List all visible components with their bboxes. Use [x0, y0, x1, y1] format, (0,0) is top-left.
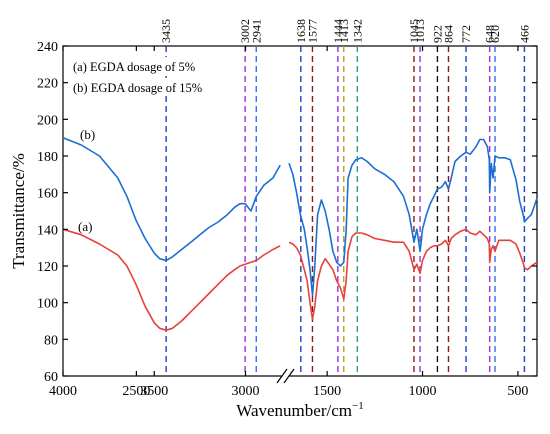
y-tick-label-80: 80: [44, 333, 58, 348]
series-b-line-2: [288, 138, 538, 297]
series-a-line-1: [62, 228, 281, 331]
x-tick-label-4000: 4000: [49, 384, 77, 399]
axis-break-gap: [282, 368, 289, 384]
peak-label-3002: 3002: [238, 19, 252, 43]
curve-labels: (b) (a): [78, 127, 95, 234]
y-tick-label-140: 140: [37, 223, 58, 238]
peak-label-648: 648: [483, 25, 497, 43]
peak-label-772: 772: [459, 25, 473, 43]
x-tick-label-3000: 3000: [232, 384, 260, 399]
series-b-line-1: [62, 136, 281, 262]
x-axis: 4000 3500 3000 2500 1500 1000 500: [49, 46, 528, 399]
y-tick-label-200: 200: [37, 113, 58, 128]
peak-label-1577: 1577: [305, 19, 319, 43]
peak-label-3435: 3435: [159, 19, 173, 43]
legend-entry-1: (a) EGDA dosage of 5%: [73, 60, 195, 74]
peak-label-1045: 1045: [407, 19, 421, 43]
y-tick-label-240: 240: [37, 40, 58, 55]
curve-label-b: (b): [80, 127, 95, 142]
y-axis-title: Transmittance/%: [9, 153, 28, 269]
y-tick-label-100: 100: [37, 297, 58, 312]
y-tick-label-60: 60: [44, 370, 58, 385]
peak-label-2941: 2941: [249, 19, 263, 43]
peak-label-864: 864: [441, 25, 455, 43]
y-tick-label-180: 180: [37, 150, 58, 165]
y-axis: 60 80 100 120 140 160 180 200 220 240: [37, 40, 537, 385]
peak-label-922: 922: [430, 25, 444, 43]
legend: (a) EGDA dosage of 5% (b) EGDA dosage of …: [70, 57, 242, 95]
plot-frame: [62, 45, 538, 377]
x-tick-label-2500: 2500: [122, 384, 150, 399]
peak-label-1342: 1342: [350, 19, 364, 43]
peak-label-620: 620: [488, 25, 502, 43]
x-tick-label-1000: 1000: [409, 384, 437, 399]
axis-break: [276, 368, 295, 384]
curve-label-a: (a): [78, 219, 92, 234]
x-tick-label-500: 500: [507, 384, 528, 399]
axis-break-mark-1: [276, 368, 288, 384]
x-tick-label-3500: 3500: [140, 384, 168, 399]
y-tick-label-220: 220: [37, 77, 58, 92]
axis-break-mark-2: [283, 368, 295, 384]
x-axis-title: Wavenumber/cm−1: [236, 400, 363, 420]
y-tick-label-120: 120: [37, 260, 58, 275]
series-a-line-2: [288, 228, 538, 320]
peak-label-466: 466: [517, 25, 531, 43]
curves: [62, 136, 538, 331]
peak-label-1638: 1638: [294, 19, 308, 43]
legend-background-1: [70, 57, 242, 74]
y-tick-label-160: 160: [37, 187, 58, 202]
legend-entry-2: (b) EGDA dosage of 15%: [73, 81, 202, 95]
peak-label-1444: 1444: [331, 19, 345, 43]
x-tick-label-1500: 1500: [313, 384, 341, 399]
legend-background-2: [70, 78, 242, 95]
peak-label-1413: 1413: [337, 19, 351, 43]
peak-label-1013: 1013: [413, 19, 427, 43]
